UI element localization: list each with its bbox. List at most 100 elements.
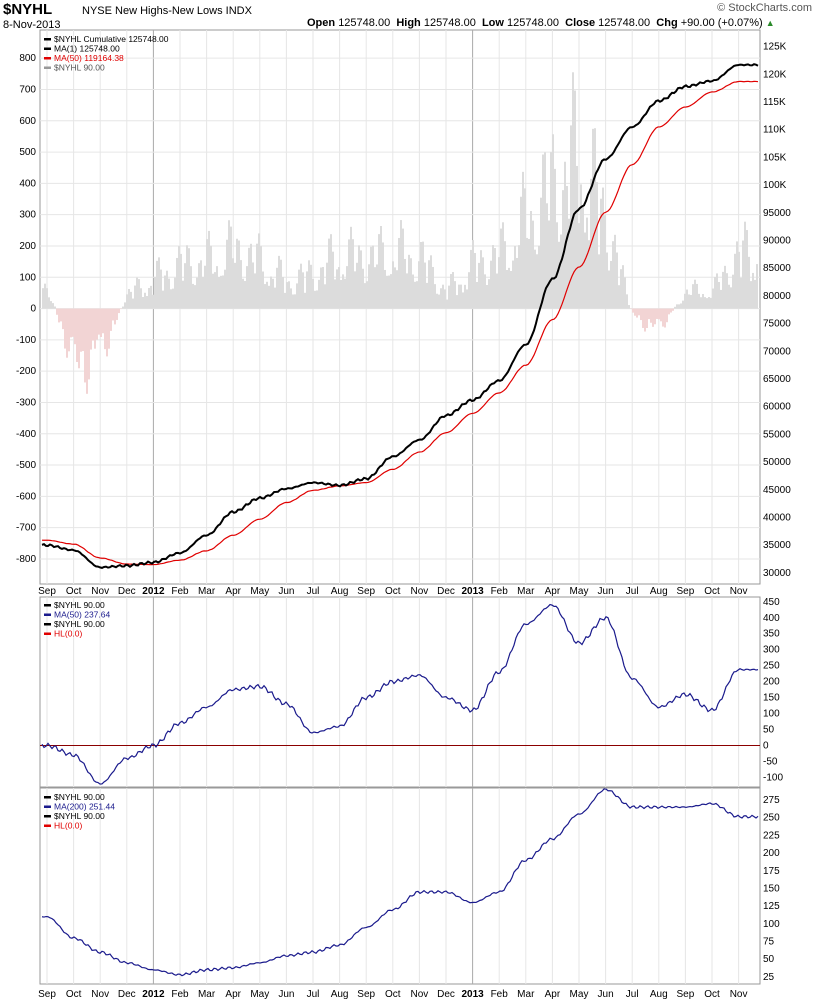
nyhl-area-bar <box>730 287 732 309</box>
nyhl-area-bar <box>324 284 326 309</box>
nyhl-area-bar <box>738 251 740 309</box>
legend-entry: $NYHL 90.00 <box>54 63 105 73</box>
x-tick-label: Aug <box>331 586 349 597</box>
nyhl-area-bar <box>572 72 574 309</box>
nyhl-area-bar <box>706 298 708 309</box>
x-tick-label: Jun <box>598 989 614 1000</box>
y-tick-label-right: -100 <box>763 772 783 783</box>
nyhl-area-bar <box>470 249 472 309</box>
stockcharts-brand[interactable]: © StockCharts.com <box>717 2 812 14</box>
chart-date: 8-Nov-2013 <box>3 19 61 31</box>
nyhl-area-bar <box>230 226 232 309</box>
nyhl-area-bar <box>116 308 118 320</box>
y-tick-label-right: 105K <box>763 152 787 163</box>
nyhl-area-bar <box>226 239 228 309</box>
nyhl-area-bar <box>60 308 62 322</box>
x-tick-label: Feb <box>491 989 509 1000</box>
nyhl-area-bar <box>742 240 744 309</box>
nyhl-area-bar <box>564 161 566 309</box>
x-tick-label: Mar <box>198 586 216 597</box>
x-tick-label: Oct <box>385 989 401 1000</box>
nyhl-area-bar <box>670 308 672 313</box>
nyhl-area-bar <box>406 273 408 309</box>
nyhl-area-bar <box>398 237 400 309</box>
nyhl-area-bar <box>182 280 184 309</box>
nyhl-area-bar <box>528 238 530 309</box>
y-tick-label-right: 300 <box>763 645 780 656</box>
nyhl-area-bar <box>552 134 554 309</box>
nyhl-area-bar <box>618 285 620 309</box>
nyhl-area-bar <box>508 267 510 309</box>
nyhl-area-bar <box>44 283 46 309</box>
nyhl-area-bar <box>656 308 658 319</box>
nyhl-area-bar <box>568 218 570 309</box>
nyhl-area-bar <box>428 260 430 309</box>
nyhl-area-bar <box>420 241 422 309</box>
nyhl-area-bar <box>726 273 728 309</box>
nyhl-area-bar <box>646 308 648 328</box>
x-tick-label: Feb <box>491 586 509 597</box>
legend-swatch <box>44 815 51 818</box>
nyhl-area-bar <box>516 257 518 309</box>
nyhl-area-bar <box>654 308 656 325</box>
legend-entry: HL(0.0) <box>54 821 83 831</box>
nyhl-area-bar <box>216 266 218 309</box>
x-tick-label: Apr <box>225 586 241 597</box>
nyhl-area-bar <box>334 279 336 309</box>
x-tick-label: Mar <box>517 586 535 597</box>
nyhl-area-bar <box>110 308 112 331</box>
legend-entry: HL(0.0) <box>54 629 83 639</box>
nyhl-area-bar <box>714 277 716 309</box>
y-tick-label-right: 80000 <box>763 291 791 302</box>
nyhl-area-bar <box>248 247 250 309</box>
nyhl-area-bar <box>480 250 482 309</box>
nyhl-area-bar <box>330 234 332 309</box>
y-tick-label-right: 200 <box>763 848 780 859</box>
nyhl-area-bar <box>534 249 536 309</box>
nyhl-area-bar <box>288 281 290 309</box>
exchange-label: INDX <box>225 5 252 17</box>
x-tick-label: Sep <box>38 989 56 1000</box>
x-tick-label: Jun <box>278 586 294 597</box>
nyhl-area-bar <box>84 308 86 383</box>
nyhl-area-bar <box>648 308 650 320</box>
y-tick-label-left: 800 <box>19 53 36 64</box>
legend-swatch <box>44 66 51 69</box>
nyhl-area-bar <box>50 301 52 309</box>
nyhl-area-bar <box>500 228 502 309</box>
nyhl-area-bar <box>474 253 476 309</box>
nyhl-area-bar <box>364 283 366 309</box>
nyhl-area-bar <box>90 308 92 350</box>
nyhl-area-bar <box>118 308 120 314</box>
nyhl-area-bar <box>160 269 162 309</box>
nyhl-area-bar <box>510 271 512 309</box>
y-tick-label-left: -200 <box>16 366 36 377</box>
nyhl-area-bar <box>358 245 360 309</box>
nyhl-area-bar <box>194 285 196 309</box>
nyhl-area-bar <box>64 308 66 349</box>
nyhl-area-bar <box>414 281 416 309</box>
ohlc-readout: Open 125748.00 High 125748.00 Low 125748… <box>307 17 775 29</box>
x-tick-label: May <box>250 989 269 1000</box>
nyhl-area-bar <box>494 248 496 309</box>
nyhl-area-bar <box>290 288 292 309</box>
nyhl-area-bar <box>360 250 362 309</box>
nyhl-area-bar <box>54 306 56 309</box>
nyhl-area-bar <box>750 281 752 309</box>
nyhl-area-bar <box>412 274 414 309</box>
y-tick-label-right: 150 <box>763 693 780 704</box>
y-tick-label-right: 50 <box>763 725 775 736</box>
x-tick-label: Aug <box>650 586 668 597</box>
nyhl-area-bar <box>418 261 420 309</box>
x-tick-label: Nov <box>730 586 748 597</box>
nyhl-area-bar <box>390 274 392 309</box>
nyhl-area-bar <box>386 275 388 309</box>
nyhl-area-bar <box>736 241 738 309</box>
nyhl-area-bar <box>610 260 612 309</box>
y-tick-label-right: 110K <box>763 125 786 136</box>
nyhl-area-bar <box>210 245 212 309</box>
nyhl-area-bar <box>92 308 94 341</box>
nyhl-area-bar <box>530 210 532 309</box>
nyhl-area-bar <box>252 262 254 309</box>
nyhl-area-bar <box>66 308 68 358</box>
